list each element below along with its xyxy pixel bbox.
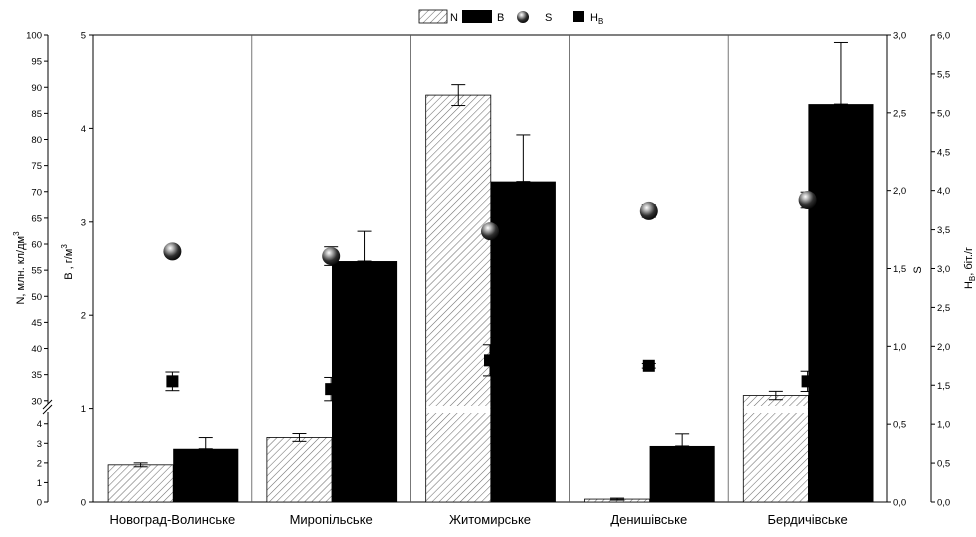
n-axis-tick-label: 65 [31,213,42,224]
category-labels: Новоград-Волинське Миропільське Житомирськ… [110,512,848,527]
h-axis-tick-label: 4,5 [937,147,950,158]
h-axis: 0,0 0,5 1,0 1,5 2,0 2,5 3,0 3,5 4,0 4,5 5,0 5,5 6,0 [930,31,950,509]
h-axis-title: HB, біт./г [963,247,976,289]
h-axis-tick-label: 5,5 [937,69,950,80]
category-label: Житомирське [449,512,531,527]
n-bar [266,437,333,503]
s-point [481,222,499,241]
point-marks [163,191,817,402]
n-axis-tick-label: 40 [31,344,42,355]
n-bar-break [743,406,808,413]
n-axis: 0 1 2 3 4 30 35 40 45 50 55 60 65 70 75 80 85 90 95 100 [26,31,53,509]
b-axis-tick-label: 5 [81,31,86,42]
n-axis-tick-label: 75 [31,161,42,172]
legend-n-swatch [418,9,448,24]
n-bar [107,464,174,503]
category-dividers [251,35,729,502]
legend-b-label: B [497,12,504,24]
n-axis-tick-label: 50 [31,292,42,303]
category-label: Бердичівське [767,512,847,527]
n-axis-tick-label: 90 [31,83,42,94]
b-bar [173,448,239,502]
h-point [484,354,496,367]
h-point [325,383,338,396]
legend-h-label: HB [590,12,603,26]
legend-h-marker [573,11,584,22]
b-bar [649,445,715,502]
legend-s-label: S [545,12,552,24]
b-bar [331,261,398,502]
s-axis-tick-label: 0,0 [893,498,906,509]
b-axis: 0 1 2 3 4 5 [81,31,93,509]
h-axis-tick-label: 0,5 [937,459,950,470]
b-axis-title: B , г/м3 [60,244,75,280]
n-axis-tick-label: 80 [31,135,42,146]
n-axis-tick-label: 100 [26,31,42,42]
h-axis-tick-label: 3,0 [937,264,950,275]
n-axis-tick-label: 35 [31,370,42,381]
n-axis-tick-label: 45 [31,318,42,329]
h-point [642,359,655,372]
n-axis-tick-label: 60 [31,240,42,251]
n-axis-break-mark [42,404,53,415]
h-axis-tick-label: 5,0 [937,108,950,119]
n-bar [425,94,492,503]
n-axis-tick-label: 3 [37,439,42,450]
n-axis-tick-label: 2 [37,458,42,469]
s-axis-title: S [912,266,924,273]
n-bar [742,395,809,503]
category-label: Денишівське [610,512,687,527]
b-axis-tick-label: 2 [81,311,86,322]
s-point [322,247,341,266]
b-axis-tick-label: 1 [81,404,86,415]
bar-marks [107,41,874,503]
legend: N B S HB [418,9,603,26]
h-axis-tick-label: 1,5 [937,381,950,392]
s-axis-tick-label: 1,5 [893,264,906,275]
s-axis-tick-label: 2,0 [893,186,906,197]
n-axis-tick-label: 4 [37,419,42,430]
h-axis-tick-label: 2,5 [937,303,950,314]
s-axis-tick-label: 1,0 [893,342,906,353]
s-axis: 0,0 0,5 1,0 1,5 2,0 2,5 3,0 [887,31,906,509]
h-axis-tick-label: 4,0 [937,186,950,197]
s-point [798,191,817,210]
h-point [801,375,814,388]
legend-n-label: N [450,12,458,24]
n-axis-break-mark [42,399,53,410]
n-axis-tick-label: 30 [31,396,42,407]
s-axis-tick-label: 3,0 [893,31,906,42]
s-point [639,201,658,220]
b-axis-tick-label: 3 [81,217,86,228]
h-axis-tick-label: 6,0 [937,31,950,42]
s-axis-tick-label: 2,5 [893,108,906,119]
n-axis-tick-label: 0 [37,498,42,509]
b-bar [490,181,556,502]
legend-b-swatch [462,10,492,23]
h-point [166,375,179,388]
category-label: Новоград-Волинське [110,512,236,527]
n-axis-tick-label: 1 [37,478,42,489]
h-axis-tick-label: 3,5 [937,225,950,236]
b-axis-tick-label: 4 [81,124,86,135]
n-axis-tick-label: 85 [31,109,42,120]
h-axis-tick-label: 0,0 [937,498,950,509]
h-axis-tick-label: 2,0 [937,342,950,353]
legend-s-marker [517,11,529,23]
n-axis-tick-label: 95 [31,57,42,68]
n-axis-tick-label: 70 [31,187,42,198]
b-bar [808,104,874,502]
n-axis-tick-label: 55 [31,266,42,277]
s-point [163,242,182,261]
category-label: Миропільське [290,512,373,527]
n-axis-title: N, млн. кл/дм3 [12,231,27,305]
b-axis-tick-label: 0 [81,498,86,509]
s-axis-tick-label: 0,5 [893,420,906,431]
n-bar-break [426,406,491,413]
h-axis-tick-label: 1,0 [937,420,950,431]
